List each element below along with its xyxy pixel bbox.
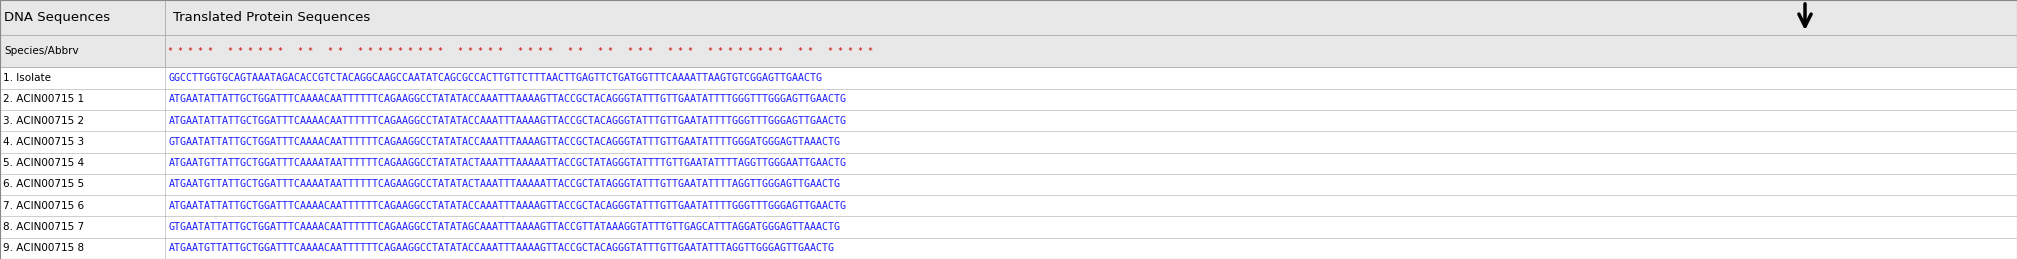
Bar: [0, 217, 2017, 238]
Text: 1. Isolate: 1. Isolate: [2, 73, 50, 83]
Text: GTGAATATTATTGCTGGATTTCAAAACAATTTTTTCAGAAGGCCTATATACCAAATTTAAAAGTTACCGCTACAGGGTAT: GTGAATATTATTGCTGGATTTCAAAACAATTTTTTCAGAA…: [167, 137, 841, 147]
Text: 6. ACIN00715 5: 6. ACIN00715 5: [2, 179, 85, 190]
Text: * * * * *   * * * * * *   * *   * *   * * * * * * * * *   * * * * *   * * * *   : * * * * * * * * * * * * * * * * * * * * …: [167, 47, 873, 56]
Text: Species/Abbrv: Species/Abbrv: [4, 46, 79, 56]
Text: DNA Sequences: DNA Sequences: [4, 11, 111, 24]
Text: 2. ACIN00715 1: 2. ACIN00715 1: [2, 94, 85, 104]
Bar: [0, 195, 2017, 217]
Text: ATGAATATTATTGCTGGATTTCAAAACAATTTTTTCAGAAGGCCTATATACCAAATTTAAAAGTTACCGCTACAGGGTAT: ATGAATATTATTGCTGGATTTCAAAACAATTTTTTCAGAA…: [167, 201, 847, 211]
Bar: [0, 89, 2017, 110]
Text: ATGAATATTATTGCTGGATTTCAAAACAATTTTTTCAGAAGGCCTATATACCAAATTTAAAAGTTACCGCTACAGGGTAT: ATGAATATTATTGCTGGATTTCAAAACAATTTTTTCAGAA…: [167, 94, 847, 104]
Text: 7. ACIN00715 6: 7. ACIN00715 6: [2, 201, 85, 211]
Bar: [0, 35, 2017, 67]
Text: 3. ACIN00715 2: 3. ACIN00715 2: [2, 116, 85, 126]
Bar: [0, 110, 2017, 131]
Text: GGCCTTGGTGCAGTAAATAGACACCGTCTACAGGCAAGCCAATATCAGCGCCACTTGTTCTTTAACTTGAGTTCTGATGG: GGCCTTGGTGCAGTAAATAGACACCGTCTACAGGCAAGCC…: [167, 73, 823, 83]
Bar: [0, 174, 2017, 195]
Text: GTGAATATTATTGCTGGATTTCAAAACAATTTTTTCAGAAGGCCTATATAGCAAATTTAAAAGTTACCGTTATAAAGGTA: GTGAATATTATTGCTGGATTTCAAAACAATTTTTTCAGAA…: [167, 222, 841, 232]
Text: 4. ACIN00715 3: 4. ACIN00715 3: [2, 137, 85, 147]
Text: ATGAATGTTATTGCTGGATTTCAAAATAATTTTTTCAGAAGGCCTATATACTAAATTTAAAAATTACCGCTATAGGGTAT: ATGAATGTTATTGCTGGATTTCAAAATAATTTTTTCAGAA…: [167, 158, 847, 168]
Text: 9. ACIN00715 8: 9. ACIN00715 8: [2, 243, 85, 253]
Text: ATGAATGTTATTGCTGGATTTCAAAACAATTTTTTCAGAAGGCCTATATACCAAATTTAAAAGTTACCGCTACAGGGTAT: ATGAATGTTATTGCTGGATTTCAAAACAATTTTTTCAGAA…: [167, 243, 835, 253]
Bar: [0, 131, 2017, 153]
Text: 8. ACIN00715 7: 8. ACIN00715 7: [2, 222, 85, 232]
Bar: [0, 0, 2017, 35]
Bar: [0, 238, 2017, 259]
Bar: [0, 67, 2017, 89]
Bar: [0, 153, 2017, 174]
Text: ATGAATATTATTGCTGGATTTCAAAACAATTTTTTCAGAAGGCCTATATACCAAATTTAAAAGTTACCGCTACAGGGTAT: ATGAATATTATTGCTGGATTTCAAAACAATTTTTTCAGAA…: [167, 116, 847, 126]
Text: Translated Protein Sequences: Translated Protein Sequences: [173, 11, 371, 24]
Text: 5. ACIN00715 4: 5. ACIN00715 4: [2, 158, 85, 168]
Text: ATGAATGTTATTGCTGGATTTCAAAATAATTTTTTCAGAAGGCCTATATACTAAATTTAAAAATTACCGCTATAGGGTAT: ATGAATGTTATTGCTGGATTTCAAAATAATTTTTTCAGAA…: [167, 179, 841, 190]
